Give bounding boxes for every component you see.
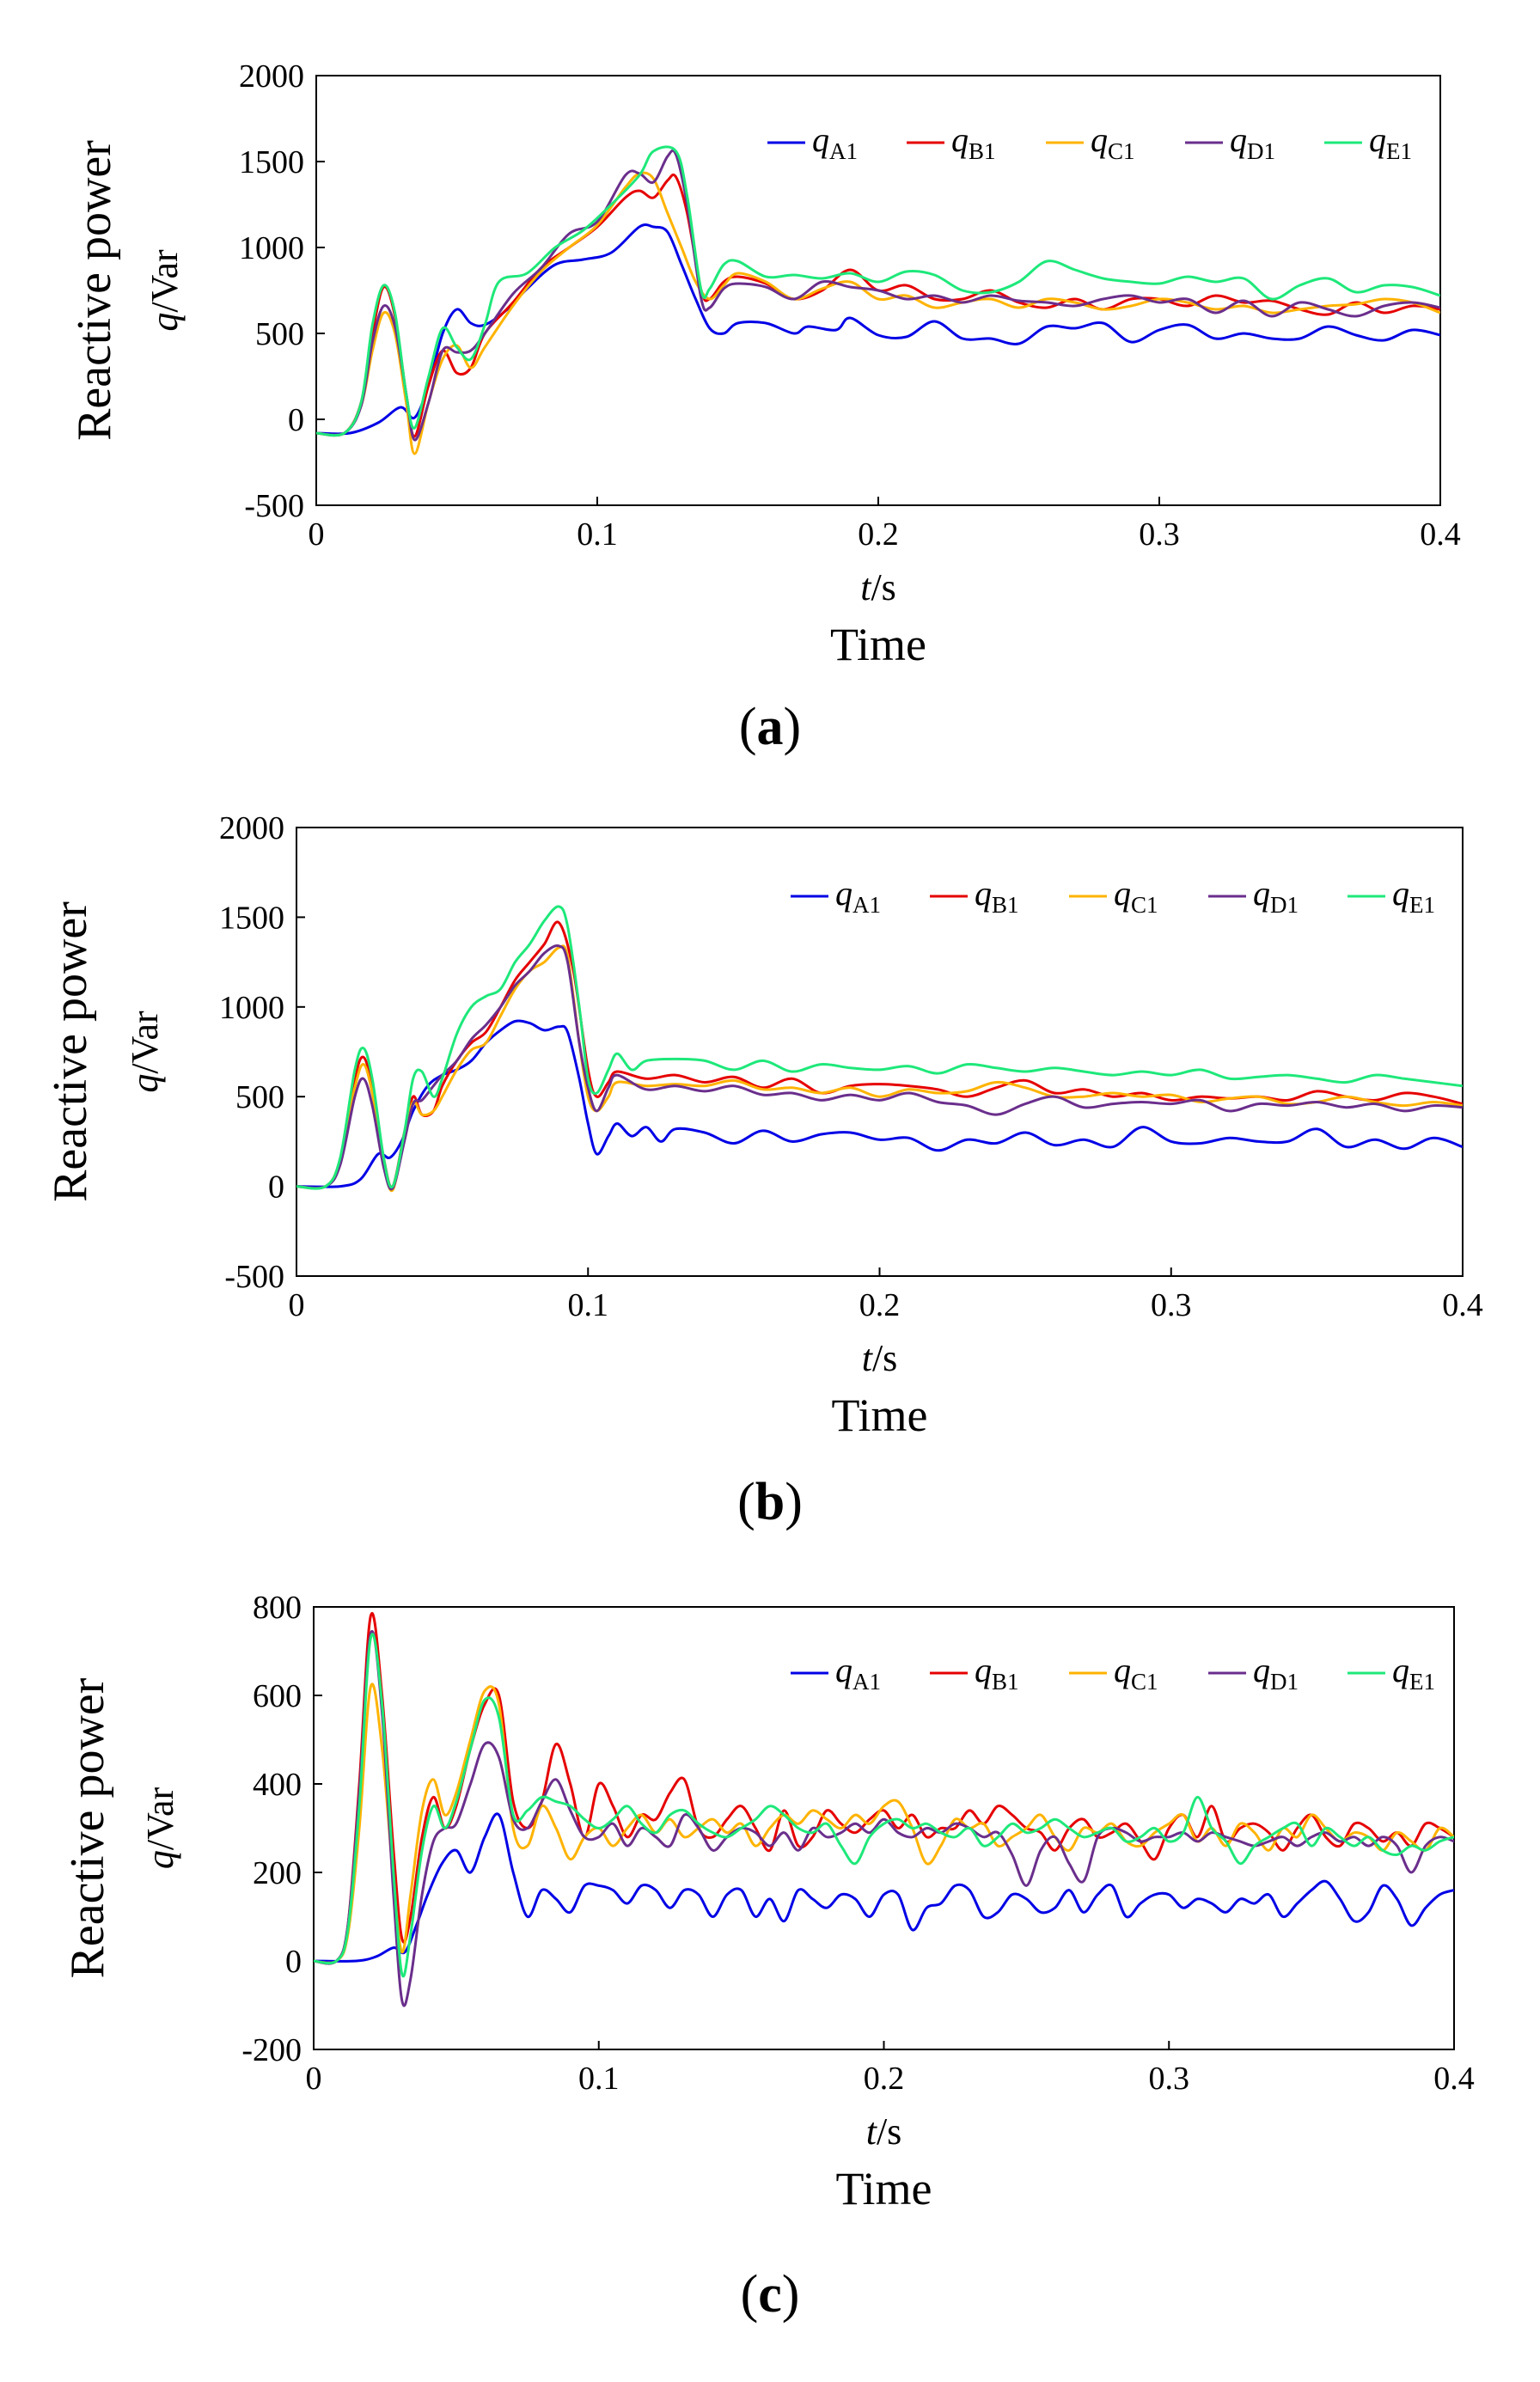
panel-label: (a) [739,698,801,756]
y-axis-label: Reactive power [44,901,97,1202]
y-axis-units: q/Var [124,1011,166,1093]
y-tick-label: 1500 [219,900,284,936]
y-tick-label: 1000 [239,230,304,266]
x-tick-label: 0.2 [858,516,899,553]
x-tick-label: 0.4 [1420,516,1461,553]
legend-entry-qD1: qD1 [1253,874,1299,918]
series-line-qA1 [316,223,1440,436]
y-tick-label: 2000 [219,810,284,846]
y-axis-label: Reactive power [68,140,121,441]
y-axis-units: q/Var [139,1787,181,1870]
x-tick-label: 0.4 [1442,1287,1483,1323]
series-line-qA1 [314,1812,1454,1963]
series-line-qC1 [296,944,1463,1193]
legend-entry-qA1: qA1 [835,1651,881,1695]
x-tick-label: 0 [309,516,325,553]
y-tick-label: 0 [268,1170,284,1206]
legend-entry-qB1: qB1 [975,1651,1019,1695]
y-tick-label: 1000 [219,990,284,1026]
y-axis-label: Reactive power [61,1677,114,1978]
legend-entry-qE1: qE1 [1392,874,1435,918]
legend-entry-qC1: qC1 [1114,874,1158,918]
legend-entry-qB1: qB1 [975,874,1019,918]
legend-entry-qE1: qE1 [1369,120,1412,164]
x-axis-units: t/s [866,2110,902,2153]
x-tick-label: 0.1 [568,1287,609,1323]
series-line-qB1 [316,173,1440,438]
series-line-qD1 [296,944,1463,1191]
legend-entry-qD1: qD1 [1253,1651,1299,1695]
legend-entry-qD1: qD1 [1230,120,1275,164]
y-axis-units: q/Var [144,249,186,332]
y-tick-label: -500 [244,488,304,524]
x-axis-units: t/s [862,1337,898,1379]
x-tick-label: 0.3 [1139,516,1180,553]
x-axis-units: t/s [860,566,896,608]
legend-entry-qE1: qE1 [1392,1651,1435,1695]
x-axis-label: Time [835,2163,932,2214]
x-tick-label: 0 [289,1287,305,1323]
y-tick-label: 0 [288,402,304,438]
x-tick-label: 0 [306,2061,322,2097]
x-tick-label: 0.2 [864,2061,905,2097]
legend-entry-qA1: qA1 [835,874,881,918]
series-line-qE1 [314,1633,1454,1978]
x-tick-label: 0.3 [1151,1287,1192,1323]
y-tick-label: 600 [253,1678,302,1714]
y-tick-label: 500 [235,1079,284,1115]
y-tick-label: 2000 [239,58,304,95]
series-line-qB1 [314,1612,1454,1965]
y-tick-label: 1500 [239,144,304,180]
y-tick-label: -500 [224,1259,284,1295]
legend-entry-qC1: qC1 [1091,120,1135,164]
series-line-qB1 [296,920,1463,1190]
y-tick-label: 200 [253,1855,302,1891]
y-tick-label: 800 [253,1590,302,1626]
x-tick-label: 0.4 [1433,2061,1475,2097]
series-line-qC1 [314,1683,1454,1964]
series-line-qE1 [296,905,1463,1190]
x-tick-label: 0.3 [1149,2061,1190,2097]
y-tick-label: -200 [241,2032,302,2068]
x-tick-label: 0.1 [577,516,618,553]
x-tick-label: 0.1 [578,2061,620,2097]
y-tick-label: 400 [253,1767,302,1803]
series-line-qE1 [316,145,1440,437]
y-tick-label: 500 [255,316,304,352]
x-axis-label: Time [830,619,926,670]
series-line-qC1 [316,171,1440,455]
legend-entry-qC1: qC1 [1114,1651,1158,1695]
panel-label: (c) [741,2265,800,2324]
panel-label: (b) [737,1473,803,1531]
y-tick-label: 0 [285,1944,302,1980]
legend-entry-qA1: qA1 [812,120,858,164]
series-line-qD1 [316,149,1440,442]
x-tick-label: 0.2 [859,1287,901,1323]
legend-entry-qB1: qB1 [951,120,996,164]
x-axis-label: Time [831,1390,927,1441]
